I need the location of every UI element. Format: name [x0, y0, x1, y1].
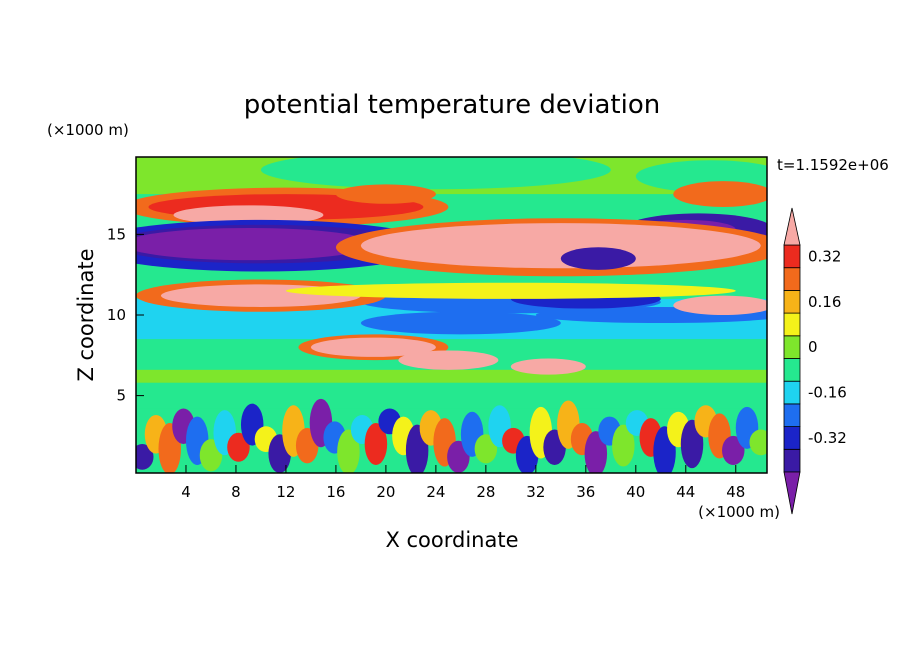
- x-tick-label: 44: [676, 483, 695, 501]
- boundary-eddy: [722, 435, 745, 465]
- field-region: [335, 184, 436, 204]
- plot-area: [135, 156, 768, 474]
- chart-title: potential temperature deviation: [244, 90, 660, 120]
- colorbar-segment: [783, 403, 801, 427]
- y-axis: 5 10 15: [107, 225, 144, 405]
- x-tick-label: 32: [526, 483, 545, 501]
- field-region: [673, 295, 767, 315]
- x-tick-label: 28: [476, 483, 495, 501]
- y-axis-label: Z coordinate: [74, 248, 98, 381]
- field-region: [310, 337, 436, 357]
- x-tick-label: 16: [326, 483, 345, 501]
- field-region: [173, 205, 324, 225]
- colorbar-segment: [783, 312, 801, 337]
- field-region: [360, 223, 761, 269]
- field-region: [261, 157, 611, 190]
- y-tick-label: 10: [107, 306, 126, 324]
- x-unit-label: (×1000 m): [698, 503, 780, 521]
- colorbar-tick-label: -0.16: [808, 384, 847, 402]
- x-tick-label: 4: [181, 483, 191, 501]
- field-region: [136, 227, 374, 261]
- x-tick-label: 20: [376, 483, 395, 501]
- colorbar-segment: [783, 335, 801, 359]
- x-tick-label: 8: [231, 483, 241, 501]
- boundary-eddy: [474, 434, 498, 464]
- field-region: [673, 181, 767, 207]
- boundary-eddy: [227, 432, 250, 462]
- field-region: [285, 282, 736, 299]
- field-region: [360, 311, 561, 335]
- x-tick-label: 12: [276, 483, 295, 501]
- x-axis-label: X coordinate: [385, 528, 518, 552]
- field-region: [560, 247, 636, 270]
- colorbar-segment: [783, 380, 801, 405]
- boundary-eddy: [337, 429, 360, 473]
- colorbar-tick-label: 0.32: [808, 247, 841, 265]
- boundary-eddy: [584, 431, 608, 473]
- colorbar-segment: [783, 426, 801, 450]
- colorbar: -0.32 -0.16 0 0.16 0.32: [783, 207, 847, 515]
- colorbar-tick-label: -0.32: [808, 429, 847, 447]
- colorbar-bottom-triangle: [783, 471, 801, 515]
- colorbar-segment: [783, 358, 801, 382]
- colorbar-tick-label: 0.16: [808, 293, 841, 311]
- x-axis: 4 8 12 16 20 24 28 32 36 40 44 48: [181, 465, 745, 501]
- colorbar-segment: [783, 448, 801, 473]
- time-label: t=1.1592e+06: [777, 156, 889, 174]
- colorbar-segment: [783, 244, 801, 269]
- x-tick-label: 24: [426, 483, 445, 501]
- contour-fields: [136, 157, 767, 473]
- x-tick-label: 40: [626, 483, 645, 501]
- x-tick-label: 36: [576, 483, 595, 501]
- field-region: [510, 358, 586, 375]
- colorbar-segment: [783, 267, 801, 291]
- colorbar-top-triangle: [783, 207, 801, 246]
- field-region: [398, 350, 499, 370]
- colorbar-segment: [783, 289, 801, 314]
- y-tick-label: 5: [116, 387, 126, 405]
- boundary-eddy: [612, 424, 635, 467]
- boundary-eddy: [364, 423, 388, 465]
- y-unit-label: (×1000 m): [47, 121, 129, 139]
- boundary-eddy: [136, 443, 154, 470]
- boundary-eddy: [749, 429, 767, 456]
- thin-band: [136, 369, 767, 383]
- colorbar-tick-label: 0: [808, 338, 818, 356]
- y-tick-label: 15: [107, 225, 126, 243]
- x-tick-label: 48: [726, 483, 745, 501]
